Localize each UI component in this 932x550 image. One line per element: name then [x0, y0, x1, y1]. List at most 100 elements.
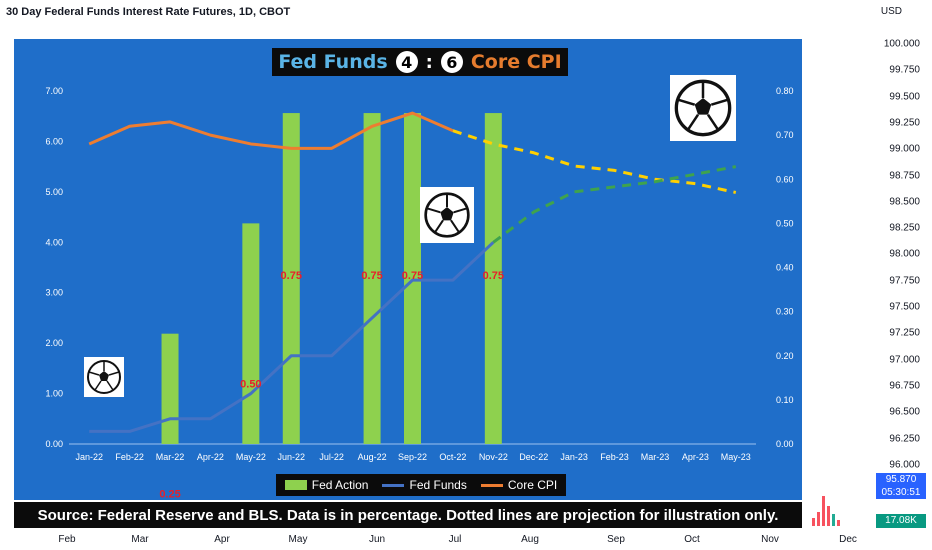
- y-right-tick-label: 0.50: [776, 218, 794, 228]
- volume-tag: 17.08K: [876, 514, 926, 528]
- price-tick-label: 98.250: [889, 222, 920, 234]
- time-axis[interactable]: Feb Mar Apr May Jun Jul Aug Sep Oct Nov Dec: [0, 530, 872, 550]
- time-tick-label: Jun: [368, 534, 386, 545]
- x-tick-label: Apr-22: [197, 452, 224, 462]
- series-line-core-cpi-projection: [452, 129, 737, 194]
- x-tick-label: May-22: [236, 452, 266, 462]
- time-tick-label: Mar: [131, 534, 149, 545]
- x-tick-label: Nov-22: [479, 452, 508, 462]
- last-price: 95.870: [885, 474, 917, 485]
- time-tick-label: Nov: [761, 534, 779, 545]
- price-tick-label: 97.750: [889, 275, 920, 287]
- fed-funds-team-label: Fed Funds: [278, 51, 388, 73]
- y-right-tick-label: 0.40: [776, 263, 794, 273]
- time-tick-label: Oct: [684, 534, 700, 545]
- price-axis[interactable]: 100.000 99.750 99.500 99.250 99.000 98.750 98.…: [872, 28, 932, 508]
- price-tick-label: 97.250: [889, 327, 920, 339]
- bar-fed-action: [242, 223, 260, 444]
- y-right-tick-label: 0.30: [776, 307, 794, 317]
- fed-score: 4: [395, 51, 418, 73]
- bar-data-label: 0.75: [281, 270, 302, 282]
- y-right-tick-label: 0.20: [776, 351, 794, 361]
- price-tick-label: 99.000: [889, 143, 920, 155]
- series-line-core-cpi: [88, 111, 454, 150]
- cpi-score: 6: [440, 51, 463, 73]
- chart-canvas: 0.00 1.00 2.00 3.00 4.00 5.00 6.00 7.00 0.00 0.10…: [45, 86, 794, 500]
- legend-item-core-cpi: Core CPI: [480, 478, 558, 492]
- y-left-tick-label: 3.00: [45, 288, 63, 298]
- price-tick-label: 98.750: [889, 170, 920, 181]
- currency-label[interactable]: USD: [880, 6, 902, 17]
- source-caption: Source: Federal Reserve and BLS. Data is…: [14, 502, 802, 528]
- time-tick-label: Dec: [839, 534, 857, 545]
- x-tick-label: Apr-23: [682, 452, 709, 462]
- soccer-ball-icon: [84, 357, 124, 397]
- soccer-ball-icon: [670, 75, 736, 141]
- bar-fed-action: [363, 113, 381, 444]
- legend-label: Fed Funds: [409, 478, 467, 492]
- legend-label: Core CPI: [507, 478, 558, 492]
- x-tick-label: Jul-22: [319, 452, 344, 462]
- bar-fed-action: [404, 113, 421, 444]
- y-left-tick-label: 2.00: [45, 338, 63, 348]
- bar-countdown: 05:30:51: [881, 487, 921, 498]
- series-line-fed-funds: [89, 241, 495, 433]
- y-left-tick-label: 5.00: [45, 187, 63, 197]
- price-tick-label: 96.750: [889, 380, 920, 392]
- chart-legend: Fed Action Fed Funds Core CPI: [276, 474, 566, 496]
- y-right-tick-label: 0.10: [776, 395, 794, 405]
- y-right-tick-label: 0.70: [776, 130, 794, 140]
- price-tick-label: 96.250: [889, 433, 920, 444]
- price-tick-label: 98.500: [889, 196, 920, 208]
- price-tick-label: 98.000: [889, 248, 920, 260]
- score-header: Fed Funds 4 : 6 Core CPI: [272, 48, 568, 76]
- y-left-tick-label: 6.00: [45, 136, 63, 146]
- bar-fed-action: [161, 333, 179, 444]
- price-tick-label: 99.750: [889, 64, 920, 76]
- bar-data-label: 0.75: [402, 270, 423, 282]
- score-separator: :: [425, 51, 433, 73]
- price-tick-label: 96.500: [889, 406, 920, 418]
- embedded-chart: 0.00 1.00 2.00 3.00 4.00 5.00 6.00 7.00 0.00 0.10…: [14, 39, 802, 500]
- x-tick-label: May-23: [721, 452, 751, 462]
- x-tick-label: Feb-22: [115, 452, 144, 462]
- x-tick-label: Aug-22: [358, 452, 387, 462]
- price-tick-label: 96.000: [889, 459, 920, 471]
- price-tick-label: 97.500: [889, 301, 920, 313]
- legend-label: Fed Action: [311, 478, 369, 492]
- x-tick-label: Jan-23: [560, 452, 588, 462]
- volume-bars: [808, 476, 868, 526]
- time-tick-label: May: [288, 534, 308, 545]
- x-tick-label: Mar-23: [641, 452, 670, 462]
- last-price-tag: 95.870 05:30:51: [876, 473, 926, 499]
- bar-data-label: 0.75: [361, 270, 382, 282]
- legend-item-fed-action: Fed Action: [284, 478, 369, 492]
- core-cpi-team-label: Core CPI: [470, 51, 562, 73]
- time-tick-label: Aug: [521, 534, 539, 545]
- price-tick-label: 99.250: [889, 117, 920, 129]
- time-tick-label: Sep: [607, 534, 625, 545]
- y-right-tick-label: 0.80: [776, 86, 794, 96]
- x-tick-label: Dec-22: [519, 452, 548, 462]
- chart-symbol-title: 30 Day Federal Funds Interest Rate Futur…: [6, 6, 291, 18]
- price-tick-label: 97.000: [889, 354, 920, 366]
- price-tick-label: 99.500: [889, 91, 920, 103]
- bar-data-label: 0.25: [159, 489, 180, 500]
- x-tick-label: Sep-22: [398, 452, 427, 462]
- y-right-tick-label: 0.00: [776, 439, 794, 449]
- bar-data-label: 0.50: [240, 378, 261, 390]
- legend-item-fed-funds: Fed Funds: [382, 478, 467, 492]
- y-left-tick-label: 1.00: [45, 389, 63, 399]
- series-line-fed-funds-projection: [492, 165, 737, 244]
- x-tick-label: Feb-23: [600, 452, 629, 462]
- time-tick-label: Apr: [214, 534, 230, 545]
- x-tick-label: Mar-22: [156, 452, 185, 462]
- x-tick-label: Jan-22: [75, 452, 103, 462]
- y-right-tick-label: 0.60: [776, 174, 794, 184]
- x-tick-label: Jun-22: [277, 452, 305, 462]
- time-tick-label: Jul: [448, 534, 462, 545]
- y-left-tick-label: 7.00: [45, 86, 63, 96]
- soccer-ball-icon: [420, 187, 474, 243]
- bar-fed-action: [484, 113, 502, 444]
- x-tick-label: Oct-22: [439, 452, 466, 462]
